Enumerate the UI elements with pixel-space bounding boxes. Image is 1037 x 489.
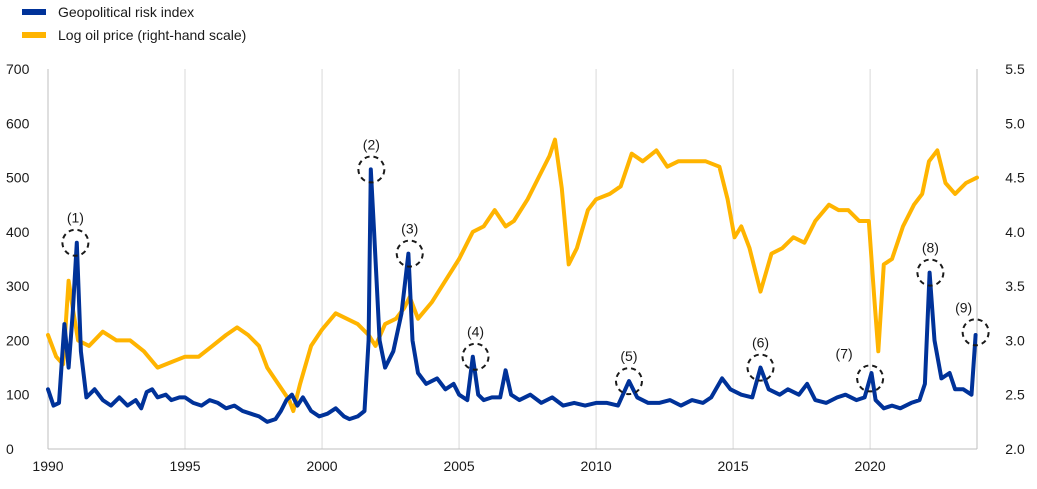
annotation-label-7: (7) xyxy=(836,345,853,361)
annotation-label-3: (3) xyxy=(401,221,418,237)
y-right-tick-label-4.0: 4.0 xyxy=(1005,224,1025,240)
annotation-circle-5 xyxy=(614,367,643,396)
y-right-tick-label-2.0: 2.0 xyxy=(1005,441,1025,457)
annotation-circle-3 xyxy=(395,239,424,268)
legend-label-gpr: Geopolitical risk index xyxy=(58,3,195,20)
annotation-label-5: (5) xyxy=(620,348,637,364)
y-right-tick-label-4.5: 4.5 xyxy=(1005,170,1025,186)
x-tick-label-2005: 2005 xyxy=(443,458,474,474)
x-tick-label-2010: 2010 xyxy=(581,458,612,474)
annotation-label-9: (9) xyxy=(955,299,972,315)
axes: 1990 1995 2000 2005 2010 2015 2020 0 100 200 300 40… xyxy=(6,61,1025,474)
annotation-label-4: (4) xyxy=(467,324,484,340)
annotation-circle-4 xyxy=(461,342,490,371)
y-left-tick-label-100: 100 xyxy=(6,387,30,403)
legend-label-oil: Log oil price (right-hand scale) xyxy=(58,26,247,43)
annotation-circle-7 xyxy=(856,364,885,393)
legend-item-gpr: Geopolitical risk index xyxy=(22,0,246,23)
y-left-tick-label-700: 700 xyxy=(6,61,30,77)
legend-swatch-oil xyxy=(22,31,46,38)
y-left-tick-label-400: 400 xyxy=(6,224,30,240)
legend-swatch-gpr xyxy=(22,8,46,15)
annotation-circle-8 xyxy=(916,258,945,287)
y-left-tick-label-500: 500 xyxy=(6,170,30,186)
x-tick-label-2000: 2000 xyxy=(306,458,337,474)
x-tick-label-1995: 1995 xyxy=(169,458,200,474)
y-right-tick-label-5.5: 5.5 xyxy=(1005,61,1025,77)
y-left-tick-label-600: 600 xyxy=(6,115,30,131)
annotations: (1) (2) (3) (4) (5) (6) (7) (8) (9) xyxy=(61,136,990,396)
annotation-circle-1 xyxy=(61,228,90,257)
y-right-tick-label-5.0: 5.0 xyxy=(1005,115,1025,131)
y-left-tick-label-0: 0 xyxy=(6,441,14,457)
y-right-tick-label-3.5: 3.5 xyxy=(1005,278,1025,294)
annotation-label-1: (1) xyxy=(67,210,84,226)
annotation-label-6: (6) xyxy=(752,335,769,351)
x-tick-label-1990: 1990 xyxy=(32,458,63,474)
legend-item-oil: Log oil price (right-hand scale) xyxy=(22,23,246,46)
annotation-circle-6 xyxy=(746,353,775,382)
annotation-circle-2 xyxy=(357,155,386,184)
series-line-gpr xyxy=(46,167,978,424)
y-right-tick-label-2.5: 2.5 xyxy=(1005,387,1025,403)
x-tick-label-2015: 2015 xyxy=(718,458,749,474)
y-right-tick-label-3.0: 3.0 xyxy=(1005,332,1025,348)
y-left-tick-label-300: 300 xyxy=(6,278,30,294)
annotation-label-2: (2) xyxy=(363,136,380,152)
grid-lines xyxy=(184,69,871,449)
chart-legend: Geopolitical risk index Log oil price (r… xyxy=(22,0,246,46)
y-left-tick-label-200: 200 xyxy=(6,332,30,348)
annotation-label-8: (8) xyxy=(922,240,939,256)
series-line-oil xyxy=(46,137,979,413)
x-tick-label-2020: 2020 xyxy=(855,458,886,474)
annotation-circle-9 xyxy=(961,318,990,347)
series xyxy=(46,137,979,424)
